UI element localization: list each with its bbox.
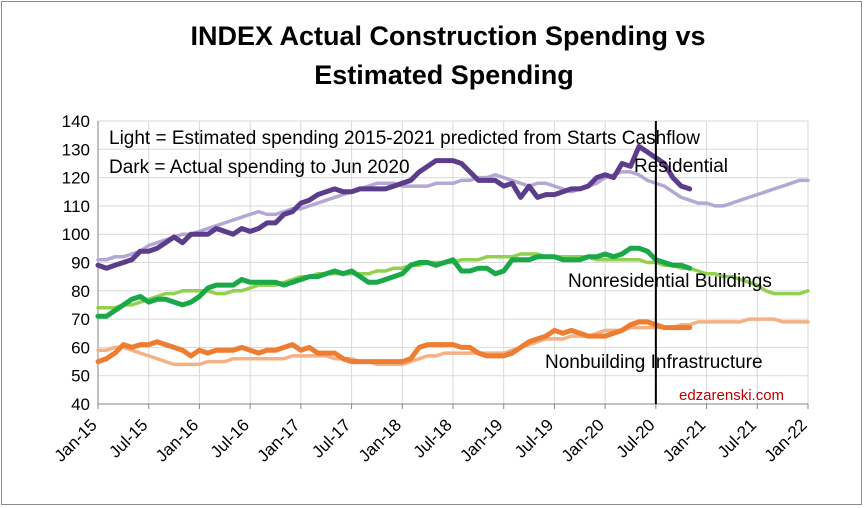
x-tick-label: Jul-17 bbox=[308, 415, 354, 461]
x-tick-label: Jul-18 bbox=[410, 415, 456, 461]
series-label-residential: Residential bbox=[634, 156, 728, 177]
x-tick-label: Jan-17 bbox=[253, 415, 303, 465]
credit-text: edzarenski.com bbox=[679, 387, 784, 404]
series-line-nonres_act bbox=[95, 245, 693, 319]
y-tick-label: 50 bbox=[71, 367, 90, 386]
series-line-res_act bbox=[95, 144, 693, 271]
x-tick-label: Jan-22 bbox=[761, 415, 811, 465]
series-label-nonbuilding: Nonbuilding Infrastructure bbox=[545, 352, 763, 373]
y-tick-label: 100 bbox=[62, 225, 90, 244]
x-tick-label: Jul-19 bbox=[511, 415, 557, 461]
y-tick-label: 40 bbox=[71, 395, 90, 414]
series-line-nonbld_act bbox=[95, 319, 693, 365]
y-tick-label: 90 bbox=[71, 254, 90, 273]
legend-note-dark: Dark = Actual spending to Jun 2020 bbox=[109, 157, 410, 178]
y-tick-label: 140 bbox=[62, 112, 90, 131]
chart-title-line-2: Estimated Spending bbox=[314, 60, 574, 90]
x-tick-label: Jan-16 bbox=[152, 415, 202, 465]
y-tick-label: 70 bbox=[71, 310, 90, 329]
x-tick-label: Jan-15 bbox=[51, 415, 101, 465]
y-tick-label: 80 bbox=[71, 282, 90, 301]
x-tick-label: Jul-21 bbox=[714, 415, 760, 461]
series-line-res_est bbox=[96, 170, 810, 262]
series-label-nonresidential: Nonresidential Buildings bbox=[568, 271, 772, 292]
x-tick-label: Jul-16 bbox=[207, 415, 253, 461]
chart-title-line-1: INDEX Actual Construction Spending vs bbox=[190, 21, 705, 51]
legend-note-light: Light = Estimated spending 2015-2021 pre… bbox=[109, 128, 700, 149]
y-tick-label: 60 bbox=[71, 338, 90, 357]
series-layer bbox=[95, 144, 810, 367]
x-tick-label: Jan-20 bbox=[558, 415, 608, 465]
x-tick-label: Jan-18 bbox=[355, 415, 405, 465]
y-axis-ticks: 40 50 60 70 80 90 100 110 120 130 140 bbox=[62, 112, 90, 414]
x-axis-ticks: Jan-15 Jul-15 Jan-16 Jul-16 Jan-17 Jul-17 Jan-… bbox=[51, 404, 811, 466]
y-tick-label: 110 bbox=[63, 197, 90, 216]
x-tick-label: Jul-20 bbox=[613, 415, 659, 461]
x-tick-label: Jan-21 bbox=[659, 415, 709, 465]
series-line-nonbld_est bbox=[96, 317, 810, 367]
x-tick-label: Jan-19 bbox=[456, 415, 506, 465]
y-tick-label: 120 bbox=[62, 169, 90, 188]
x-tick-label: Jul-15 bbox=[105, 415, 151, 461]
y-tick-label: 130 bbox=[62, 140, 90, 159]
